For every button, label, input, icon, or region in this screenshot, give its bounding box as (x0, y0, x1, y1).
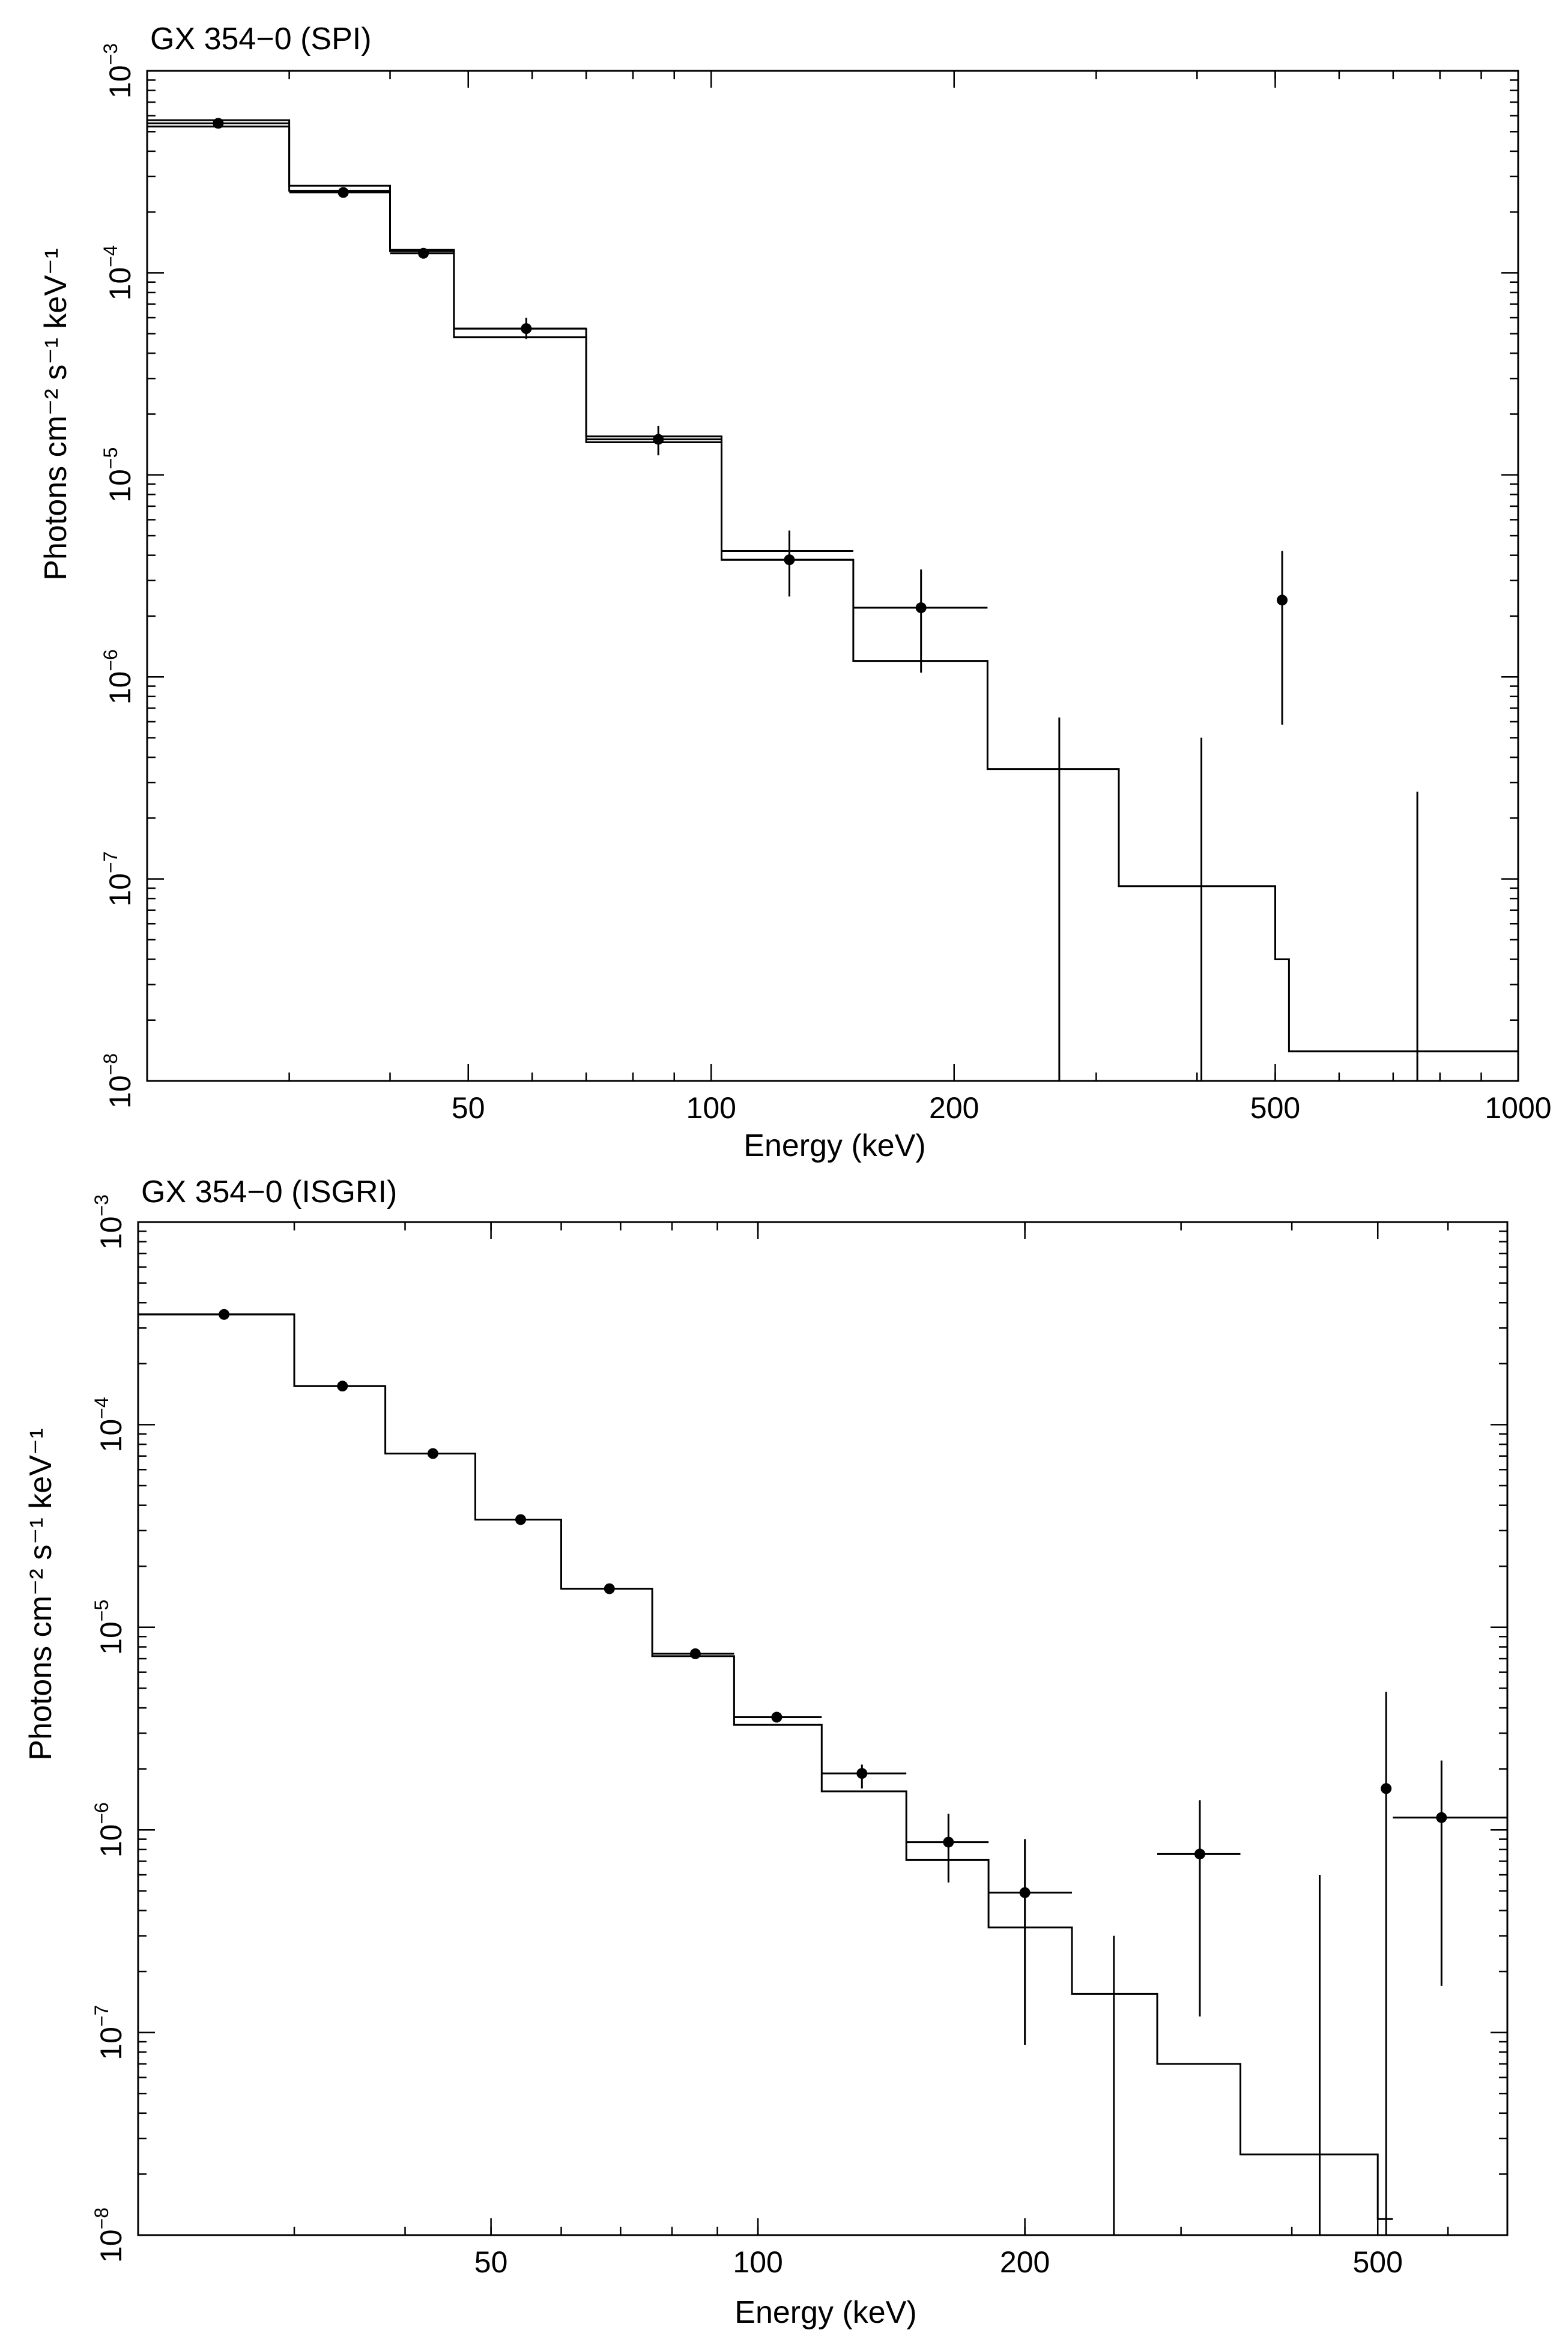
spi-plot-frame (146, 70, 1519, 1082)
isgri-data-point (689, 1648, 701, 1659)
spi-x-axis-label: Energy (keV) (743, 1128, 925, 1163)
isgri-data-point (1436, 1812, 1447, 1823)
spi-x-tick-label: 50 (452, 1091, 485, 1125)
isgri-y-tick-label: 10−5 (91, 1600, 128, 1655)
spi-y-axis-label: Photons cm⁻² s⁻¹ keV⁻¹ (38, 248, 73, 580)
spi-x-tick-label: 500 (1250, 1091, 1300, 1125)
spi-x-tick-label: 100 (686, 1091, 736, 1125)
isgri-model-step-line (138, 1313, 1393, 2220)
isgri-data-point (771, 1711, 782, 1723)
spi-y-tick-label: 10−6 (100, 649, 137, 704)
isgri-y-tick-label: 10−8 (91, 2207, 128, 2263)
spi-data-point (338, 187, 349, 198)
isgri-x-tick-label: 200 (1000, 2245, 1050, 2279)
isgri-y-axis-label: Photons cm⁻² s⁻¹ keV⁻¹ (23, 1428, 58, 1760)
isgri-panel: GX 354−0 (ISGRI) Energy (keV) Photons cm… (23, 1175, 1509, 2330)
isgri-title: GX 354−0 (ISGRI) (141, 1175, 397, 1209)
isgri-x-axis-label: Energy (keV) (734, 2295, 916, 2330)
spi-data-point (915, 602, 927, 614)
spi-model-upper-step-line (147, 119, 853, 552)
spi-data-point (1277, 595, 1288, 606)
spi-x-tick-label: 1000 (1485, 1091, 1551, 1125)
spi-y-tick-label: 10−5 (100, 447, 137, 503)
spi-y-tick-label: 10−4 (100, 245, 137, 300)
spi-title: GX 354−0 (SPI) (150, 22, 372, 56)
spi-y-tick-label: 10−8 (100, 1053, 137, 1109)
isgri-data-point (943, 1836, 954, 1848)
isgri-plot-area: 50 100 200 500 10−8 10−7 10−6 10−5 10−4 10−3 (91, 1194, 1509, 2279)
isgri-y-tick-label: 10−7 (91, 2005, 128, 2060)
isgri-data-point (1381, 1783, 1392, 1794)
spi-plot-area: 50 100 200 500 1000 10−8 10−7 10−6 10−5 10−4 10−3 (100, 43, 1552, 1125)
spi-y-tick-label: 10−7 (100, 852, 137, 907)
isgri-x-tick-label: 100 (733, 2245, 782, 2279)
isgri-y-tick-label: 10−3 (91, 1194, 128, 1250)
spi-y-tick-label: 10−3 (100, 43, 137, 98)
isgri-data-point (1019, 1887, 1031, 1898)
isgri-x-tick-label: 500 (1353, 2245, 1403, 2279)
spi-panel: GX 354−0 (SPI) Energy (keV) Photons cm⁻²… (38, 22, 1552, 1163)
isgri-y-tick-label: 10−4 (91, 1397, 128, 1452)
isgri-plot-frame (137, 1221, 1509, 2236)
isgri-y-tick-label: 10−6 (91, 1802, 128, 1857)
isgri-data-point (1194, 1848, 1205, 1860)
isgri-x-tick-label: 50 (474, 2245, 508, 2279)
spi-x-tick-label: 200 (929, 1091, 979, 1125)
isgri-data-point (856, 1768, 868, 1779)
